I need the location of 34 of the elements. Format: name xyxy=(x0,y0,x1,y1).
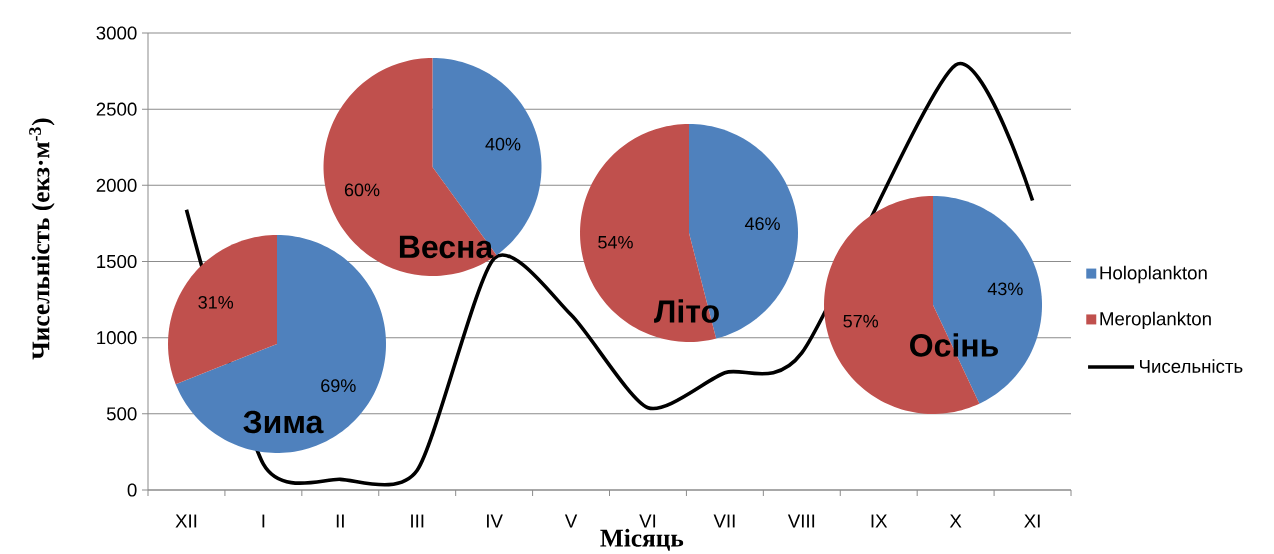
y-tick-label: 1500 xyxy=(97,254,137,269)
x-tick-label: I xyxy=(262,514,265,528)
x-tick-label: V xyxy=(564,514,578,528)
data-label: 54% xyxy=(598,235,633,249)
y-tick-label: 2500 xyxy=(96,102,137,116)
x-tick-label: X xyxy=(949,514,962,528)
y-tick-label: 0 xyxy=(127,483,137,497)
x-tick-label: XII xyxy=(175,514,197,528)
x-tick-label: II xyxy=(336,514,344,528)
x-tick-label: XI xyxy=(1024,514,1040,528)
x-tick-label: VII xyxy=(713,514,735,528)
x-tick-label: IV xyxy=(487,514,503,528)
legend-label: Чисельність xyxy=(1140,359,1243,373)
x-tick-label: VI xyxy=(639,514,656,528)
y-tick-label: 1000 xyxy=(97,331,137,345)
data-label: 43% xyxy=(987,282,1023,296)
y-tick-label: 3000 xyxy=(96,26,137,40)
x-tick-label: IX xyxy=(871,514,888,528)
data-label: 31% xyxy=(198,295,234,309)
data-label: 40% xyxy=(485,137,521,151)
x-tick-label: VIII xyxy=(787,514,815,528)
data-label: 69% xyxy=(321,379,356,393)
y-tick-label: 2000 xyxy=(96,178,137,192)
text: Весна xyxy=(399,235,494,259)
text: Зима xyxy=(243,410,324,434)
legend-label: Meroplankton xyxy=(1100,311,1211,330)
y-tick-label: 500 xyxy=(106,407,137,421)
x-tick-label: III xyxy=(411,514,424,528)
data-label: 46% xyxy=(744,217,780,231)
legend-label: Holoplankton xyxy=(1100,265,1207,284)
data-label: 57% xyxy=(843,314,879,328)
y-axis-title: Чисельність (екз·м$^{-3}$) xyxy=(29,118,55,360)
x-axis-title: Місяць xyxy=(600,528,684,551)
data-label: 60% xyxy=(344,183,380,197)
